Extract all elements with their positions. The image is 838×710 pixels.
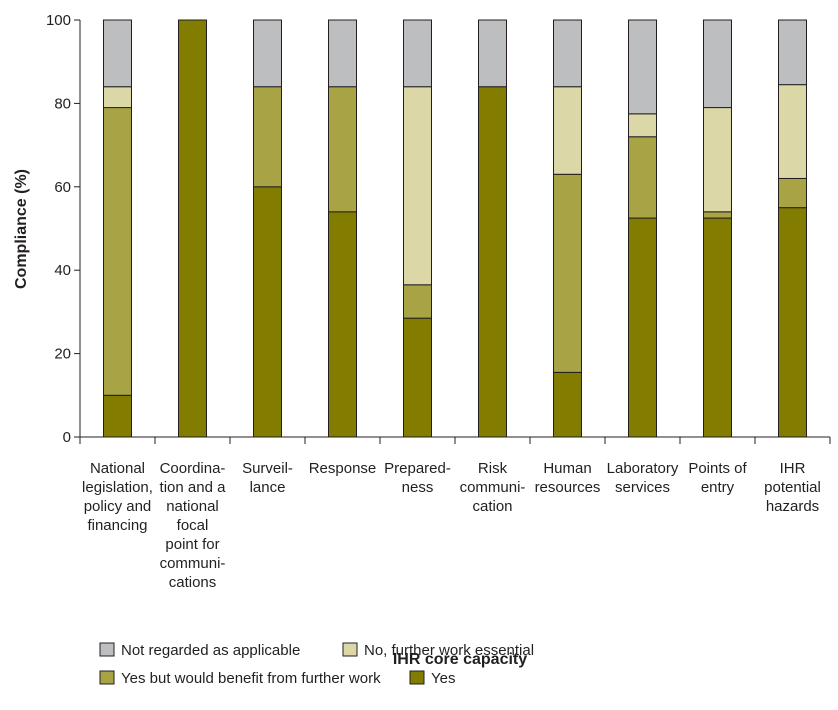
bar-segment-5-3 [478, 19, 507, 88]
category-label-line: communi- [160, 555, 226, 572]
category-label-line: focal [177, 517, 209, 534]
bar-segment-2-1 [253, 86, 282, 188]
legend-label-1: Yes but would benefit from further work [121, 670, 381, 687]
bar-segment-0-0 [103, 394, 132, 438]
category-label-4: Prepared-ness [384, 460, 451, 496]
category-label-line: Surveil- [242, 460, 293, 477]
legend-label-3: Not regarded as applicable [121, 642, 300, 659]
category-label-line: policy and [84, 498, 152, 515]
y-tick-label: 80 [54, 95, 71, 112]
category-label-line: ness [402, 479, 434, 496]
bar-segment-9-0 [778, 207, 807, 438]
category-label-line: National [90, 460, 145, 477]
category-label-line: IHR [780, 460, 806, 477]
bar-segment-8-2 [703, 107, 732, 213]
bar-segment-7-0 [628, 217, 657, 438]
category-label-line: Risk [478, 460, 508, 477]
category-label-line: national [166, 498, 219, 515]
bar-segment-8-0 [703, 217, 732, 438]
y-tick-label: 60 [54, 179, 71, 196]
category-label-1: Coordina-tion and a national focal point fo… [160, 460, 227, 591]
y-axis: 0 20 40 60 80 100 [46, 12, 81, 446]
legend-label-0: Yes [431, 670, 455, 687]
bar-segment-9-3 [778, 19, 807, 86]
category-label-line: services [615, 479, 670, 496]
bar-segment-4-1 [403, 284, 432, 319]
bar-segment-7-3 [628, 19, 657, 115]
bar-segment-3-3 [328, 19, 357, 88]
category-label-line: point for [165, 536, 219, 553]
legend-swatch-3 [99, 642, 115, 657]
legend-swatch-0 [409, 670, 425, 685]
category-label-line: lance [250, 479, 286, 496]
bar-segment-6-3 [553, 19, 582, 88]
category-label-line: Laboratory [607, 460, 679, 477]
category-label-2: Surveil-lance [242, 460, 293, 496]
legend: Not regarded as applicable No, further wo… [99, 642, 534, 687]
category-label-line: entry [701, 479, 735, 496]
bar-segment-2-0 [253, 186, 282, 438]
bar-segment-4-3 [403, 19, 432, 88]
bar-segment-6-0 [553, 371, 582, 438]
bar-segment-0-1 [103, 107, 132, 396]
category-label-line: cations [169, 574, 217, 591]
bar-segment-6-1 [553, 173, 582, 373]
bar-segment-4-2 [403, 86, 432, 286]
y-tick-label: 20 [54, 346, 71, 363]
bar-segment-2-3 [253, 19, 282, 88]
category-label-line: legislation, [82, 479, 153, 496]
legend-swatch-1 [99, 670, 115, 685]
category-labels: National legislation, policy and financing C… [82, 460, 821, 591]
category-label-line: Human [543, 460, 591, 477]
bar-segment-9-2 [778, 84, 807, 179]
x-axis [79, 436, 831, 444]
bar-segment-1-0 [178, 19, 207, 438]
category-label-line: financing [87, 517, 147, 534]
bar-segment-6-2 [553, 86, 582, 175]
y-tick-label: 0 [63, 429, 71, 446]
y-axis-title: Compliance (%) [13, 169, 30, 289]
category-label-5: Risk communi-cation [460, 460, 526, 515]
bar-segment-5-0 [478, 86, 507, 438]
category-label-line: resources [535, 479, 601, 496]
y-tick-label: 100 [46, 12, 71, 29]
category-label-line: potential [764, 479, 821, 496]
bar-segment-3-1 [328, 86, 357, 213]
legend-swatch-2 [342, 642, 358, 657]
category-label-6: Human resources [535, 460, 601, 496]
bars [103, 19, 807, 438]
bar-segment-8-1 [703, 211, 732, 219]
category-label-8: Points of entry [688, 460, 747, 496]
category-label-line: hazards [766, 498, 819, 515]
x-axis-title: IHR core capacity [393, 651, 527, 668]
bar-segment-0-3 [103, 19, 132, 88]
category-label-7: Laboratory services [607, 460, 679, 496]
y-tick-label: 40 [54, 262, 71, 279]
category-label-line: Prepared- [384, 460, 451, 477]
category-label-line: Coordina- [160, 460, 226, 477]
bar-segment-8-3 [703, 19, 732, 109]
category-label-0: National legislation, policy and financing [82, 460, 153, 534]
category-label-line: Points of [688, 460, 747, 477]
bar-segment-9-1 [778, 177, 807, 209]
bar-segment-4-0 [403, 317, 432, 438]
bar-segment-7-1 [628, 136, 657, 219]
category-label-line: communi- [460, 479, 526, 496]
category-label-line: tion and a [160, 479, 227, 496]
category-label-3: Response [309, 460, 377, 477]
category-label-line: cation [472, 498, 512, 515]
bar-segment-3-0 [328, 211, 357, 438]
bar-segment-0-2 [103, 86, 132, 109]
category-label-line: Response [309, 460, 377, 477]
legend-label-2: No, further work essential [364, 642, 534, 659]
bar-segment-7-2 [628, 113, 657, 138]
category-label-9: IHR potential hazards [764, 460, 821, 515]
